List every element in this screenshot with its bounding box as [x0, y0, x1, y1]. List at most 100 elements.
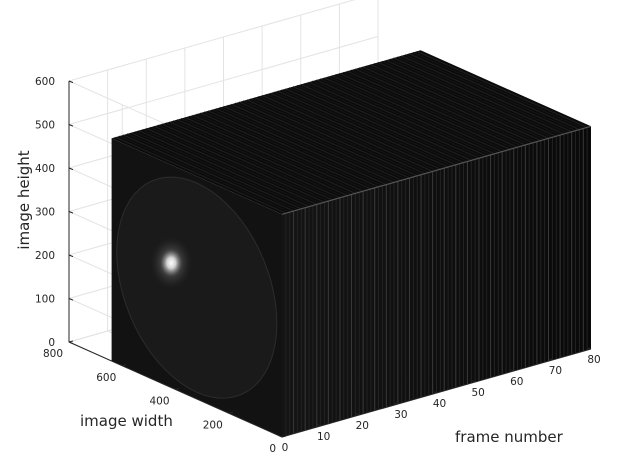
slice-edge — [196, 113, 368, 191]
tick-mark — [587, 347, 592, 350]
tick-mark — [68, 167, 74, 171]
slice-edge — [234, 102, 406, 180]
slice-edge — [393, 57, 565, 135]
slice-edge — [177, 119, 348, 197]
slice-edge — [377, 61, 549, 139]
slice-edge — [404, 54, 576, 132]
slice-edge — [362, 66, 534, 144]
slice-edge — [204, 111, 375, 189]
slice-edge — [312, 80, 484, 158]
tick-labels: 0102030405060708002004006008000100200300… — [35, 76, 601, 455]
slice-edge — [381, 60, 553, 138]
slice-edge — [200, 112, 372, 190]
slice-edge — [150, 126, 321, 204]
slice-edge — [273, 91, 445, 169]
slice-edge — [339, 72, 511, 150]
slice-edge — [323, 77, 495, 155]
x-tick-label: 40 — [433, 398, 446, 410]
axes — [68, 80, 592, 438]
y-axis-label: image width — [80, 412, 173, 430]
volume-edge — [281, 125, 592, 215]
tick-mark — [228, 411, 233, 414]
slice-edge — [285, 88, 457, 166]
y-tick-label: 0 — [269, 443, 276, 455]
slice-edge — [389, 58, 561, 136]
slice-edge — [374, 63, 545, 140]
slice-edge — [335, 74, 507, 151]
image-stack — [111, 50, 592, 438]
tick-mark — [68, 211, 74, 214]
slice-edge — [412, 52, 584, 129]
slice-edge — [238, 101, 410, 179]
z-axis-label: image height — [15, 150, 33, 249]
slice-edge — [347, 70, 518, 148]
slice-edge — [265, 93, 437, 171]
slice-edge — [397, 56, 569, 134]
slice-edge — [153, 125, 325, 203]
slice-edge — [180, 118, 352, 195]
slice-edge — [188, 115, 360, 193]
tick-mark — [68, 298, 74, 301]
slice-edge — [258, 96, 429, 173]
slice-edge — [316, 79, 487, 157]
slice-edge — [277, 90, 449, 168]
slice-edge — [157, 124, 329, 202]
slice-edge — [231, 103, 402, 181]
slice-edge — [215, 108, 387, 186]
slice-edge — [296, 85, 468, 162]
z-tick-label: 200 — [35, 250, 55, 262]
slice-edge — [319, 78, 491, 156]
slice-edge — [242, 100, 414, 178]
z-tick-label: 300 — [35, 207, 55, 219]
slice-edge — [130, 132, 302, 210]
slice-edge — [246, 99, 418, 177]
slice-edge — [142, 129, 314, 206]
y-tick-label: 800 — [43, 348, 63, 360]
slice-edge — [308, 81, 480, 159]
tick-mark — [510, 369, 514, 372]
slice-edge — [250, 98, 422, 176]
slice-edge — [300, 83, 472, 161]
x-tick-label: 60 — [510, 376, 523, 388]
z-tick-label: 100 — [35, 294, 55, 306]
slice-edge — [370, 64, 541, 142]
bright-spot — [147, 232, 196, 293]
slice-edge — [331, 75, 503, 153]
slice-edge — [254, 97, 426, 175]
slice-edge — [385, 59, 557, 137]
tick-mark — [175, 388, 180, 390]
slice-edge — [327, 76, 499, 154]
tick-mark — [68, 80, 74, 84]
slice-edge — [292, 86, 464, 164]
slice-edge — [401, 55, 572, 133]
slice-edge — [289, 87, 460, 165]
z-tick-label: 0 — [48, 337, 55, 349]
slice-edge — [146, 127, 317, 205]
tick-mark — [278, 435, 283, 438]
z-tick-label: 400 — [35, 163, 55, 175]
tick-mark — [68, 124, 74, 127]
slice-edge — [169, 121, 341, 199]
slice-edge — [408, 53, 580, 131]
slice-edge — [138, 130, 310, 208]
tick-mark — [281, 435, 287, 438]
tick-mark — [471, 380, 476, 383]
y-tick-label: 200 — [203, 419, 223, 431]
tick-mark — [549, 358, 553, 361]
tick-mark — [317, 424, 321, 427]
x-tick-label: 70 — [549, 365, 562, 377]
x-tick-label: 10 — [317, 431, 330, 443]
y-tick-label: 400 — [149, 396, 169, 408]
slice-edge — [119, 135, 290, 213]
slice-edge — [211, 109, 383, 187]
slice-edge — [262, 94, 433, 172]
slice-edge — [192, 114, 364, 192]
slice-edge — [184, 116, 356, 194]
x-axis-label: frame number — [455, 428, 564, 446]
slice-edge — [219, 107, 391, 184]
slice-edge — [115, 136, 287, 214]
slice-edge — [350, 69, 522, 147]
slice-edge — [173, 120, 345, 198]
slice-edge — [304, 82, 476, 160]
